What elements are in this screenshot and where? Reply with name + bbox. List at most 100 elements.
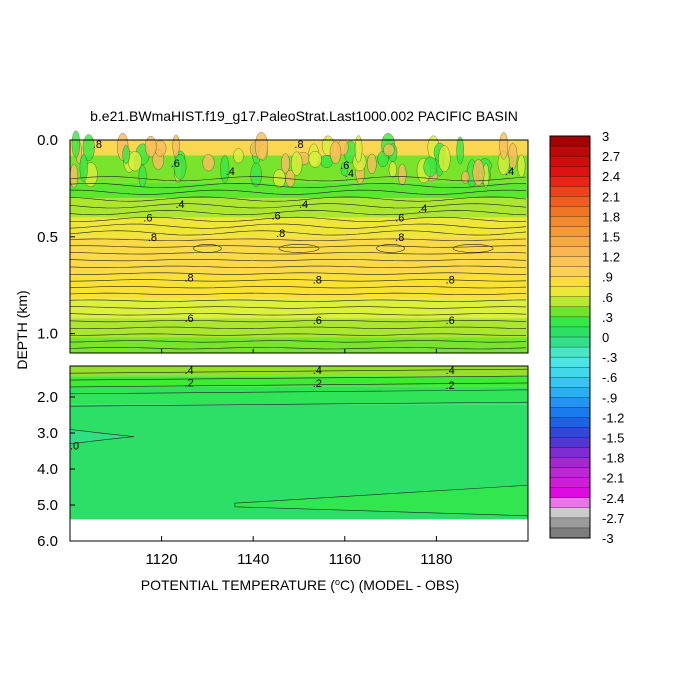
colorbar-segment <box>549 306 591 318</box>
colorbar-label: .6 <box>602 290 613 305</box>
contour-line <box>69 196 527 202</box>
contour-line <box>69 333 527 336</box>
colorbar-segment <box>549 216 591 227</box>
contour-label-upper: .6 <box>313 315 322 327</box>
colorbar-segment <box>549 226 591 237</box>
x-axis: 1120 1140 1160 1180 <box>145 349 453 568</box>
colorbar-segment <box>549 477 591 489</box>
contour-label-lower: .0 <box>70 441 79 453</box>
chart-title: b.e21.BWmaHIST.f19_g17.PaleoStrat.Last10… <box>90 108 518 124</box>
upper-band-0 <box>70 140 528 156</box>
colorbar-label: -.3 <box>602 350 617 365</box>
contour-lens <box>193 244 222 253</box>
colorbar-segment <box>549 256 591 268</box>
contour-line <box>69 265 527 268</box>
surface-blob <box>122 145 130 164</box>
contour-label-upper: .8 <box>93 139 102 151</box>
surface-blob <box>233 148 244 164</box>
colorbar-segment <box>549 336 591 348</box>
surface-blob <box>144 135 157 158</box>
contour-line <box>69 320 527 323</box>
colorbar-segment <box>549 165 591 177</box>
colorbar: 3 2.7 2.4 2.1 1.8 1.5 1.2 .9 .6 .3 0 -.3 -.6 -.9 -1.2 -… <box>549 129 624 546</box>
contour-label-lower: .4 <box>184 365 193 377</box>
y-tick-label: 4.0 <box>37 461 58 478</box>
surface-blob <box>127 151 142 172</box>
contour-line-lower <box>69 375 529 381</box>
lower-band-2 <box>70 386 528 405</box>
contour-line <box>69 326 527 329</box>
colorbar-segment <box>549 507 591 519</box>
contour-line <box>69 176 527 182</box>
colorbar-segment <box>549 296 591 308</box>
colorbar-label: -2.4 <box>602 491 624 506</box>
surface-blob <box>308 150 322 168</box>
colorbar-label: 1.2 <box>602 250 620 265</box>
contour-line <box>69 299 527 302</box>
colorbar-segment <box>549 366 591 378</box>
colorbar-segment <box>549 497 591 509</box>
colorbar-segment <box>549 397 591 408</box>
contour-label-lower: .4 <box>313 365 322 377</box>
contour-label-upper: .4 <box>299 199 308 211</box>
y-tick-label: 0.5 <box>37 229 58 246</box>
colorbar-segment <box>549 427 591 438</box>
colorbar-label: .9 <box>602 270 613 285</box>
contour-label-upper: .8 <box>148 232 157 244</box>
surface-blob <box>82 134 95 162</box>
contour-line <box>69 252 527 255</box>
colorbar-segment <box>549 437 591 449</box>
contour-line-lower <box>69 368 529 374</box>
contour-label-upper: .4 <box>175 199 184 211</box>
y-tick-label: 5.0 <box>37 497 58 514</box>
colorbar-label: 1.5 <box>602 230 620 245</box>
y-tick-label: 6.0 <box>37 533 58 550</box>
contour-line <box>69 203 527 209</box>
colorbar-segment <box>549 145 591 157</box>
colorbar-segment <box>549 487 591 499</box>
cold-tongue <box>69 429 135 445</box>
surface-blob <box>329 141 342 164</box>
surface-blob <box>290 151 303 176</box>
colorbar-segment <box>549 447 591 459</box>
surface-blob <box>340 162 349 176</box>
contour-label-upper: .4 <box>418 203 427 215</box>
surface-blob <box>220 155 230 184</box>
x-axis-label-head: POTENTIAL TEMPERATURE ( <box>141 577 336 593</box>
contour-label-upper: .8 <box>395 232 404 244</box>
upper-band-3 <box>70 198 528 218</box>
colorbar-label: -1.8 <box>602 451 624 466</box>
colorbar-label: 2.7 <box>602 149 620 164</box>
surface-blob <box>456 136 464 165</box>
colorbar-label: 3 <box>602 129 609 144</box>
colorbar-label: 2.1 <box>602 189 620 204</box>
upper-panel-frame <box>69 139 529 354</box>
upper-band-8 <box>70 318 528 338</box>
surface-blob <box>79 154 88 182</box>
y-tick-label: 0.0 <box>37 132 58 149</box>
y-tick-label: 2.0 <box>37 389 58 406</box>
upper-band-4 <box>70 217 528 237</box>
contour-line <box>69 313 527 316</box>
colorbar-segment <box>549 236 591 248</box>
colorbar-segment <box>549 356 591 368</box>
x-axis-label-tail: C) (MODEL - OBS) <box>340 577 459 593</box>
surface-blob <box>367 153 377 174</box>
surface-blob <box>71 130 81 158</box>
y-axis: 0.0 0.5 1.0 2.0 3.0 4.0 5.0 6.0 <box>37 132 75 550</box>
x-tick-label: 1160 <box>329 551 361 568</box>
contour-lens <box>376 244 405 253</box>
colorbar-segment <box>549 135 591 147</box>
contour-line <box>69 306 527 309</box>
upper-band-5 <box>70 236 528 276</box>
contour-label-upper: .8 <box>446 274 455 286</box>
surface-blob <box>202 154 215 172</box>
colorbar-label: -.6 <box>602 370 617 385</box>
colorbar-segment <box>549 517 591 529</box>
contour-line-lower <box>69 382 529 388</box>
upper-band-2 <box>70 182 528 199</box>
contour-lens <box>278 244 320 253</box>
colorbar-segment <box>549 407 591 418</box>
contour-line <box>69 230 527 236</box>
colorbar-segment <box>549 246 591 258</box>
